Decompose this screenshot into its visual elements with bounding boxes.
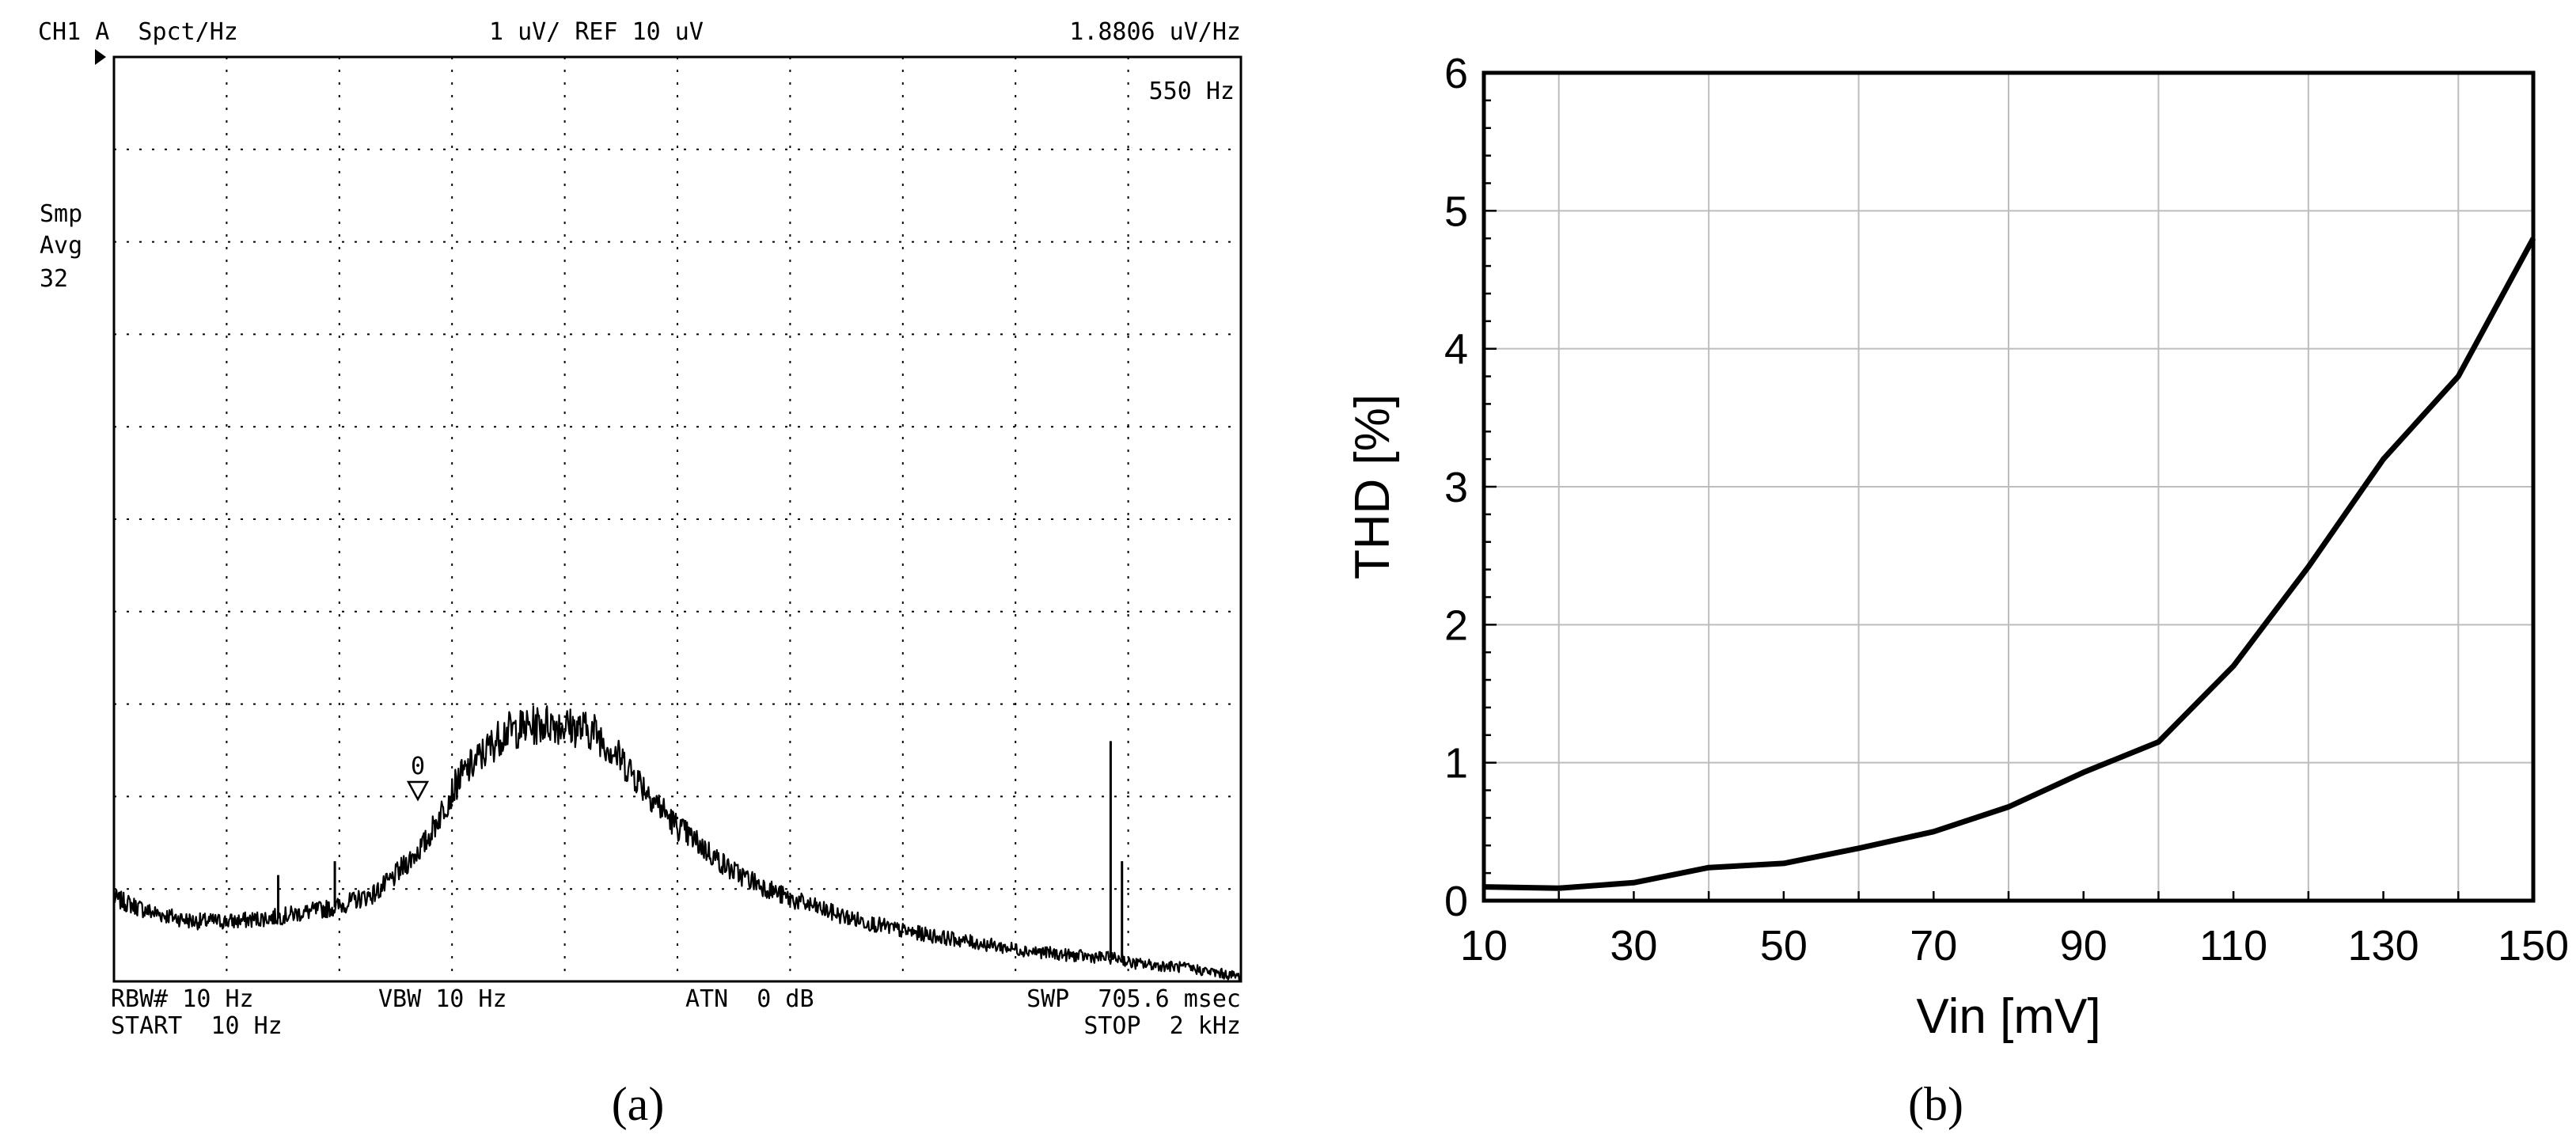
thd-x-tick-label: 110 [2199,922,2267,970]
thd-data-point [1632,881,1636,885]
thd-data-point [2007,805,2010,809]
thd-x-tick-label: 130 [2348,922,2419,970]
header-right: 1.8806 uV/Hz [1069,18,1241,46]
header-center: 1 uV/ REF 10 uV [489,18,704,46]
thd-grid [1484,73,2533,901]
thd-y-tick-label: 6 [1444,50,1468,97]
thd-x-tick-label: 70 [1910,922,1957,970]
side-label-count: 32 [40,265,68,293]
footer-vbw: VBW 10 Hz [378,985,507,1013]
footer-swp: SWP 705.6 msec [1026,985,1241,1013]
footer-start: START 10 Hz [111,1012,283,1040]
thd-y-tick-label: 1 [1444,740,1468,787]
thd-y-tick-label: 0 [1444,878,1468,925]
thd-data-point [1781,861,1785,865]
marker-triangle-icon [406,780,430,802]
thd-x-axis-label: Vin [mV] [1916,989,2100,1044]
spectrum-trace [112,705,1242,982]
panel-b-thd-chart: 10 30 50 70 90 110 130 150 0 1 2 3 4 5 6 Vin [mV] THD… [1345,50,2569,1130]
thd-x-tick-label: 30 [1610,922,1657,970]
thd-data-point [2456,374,2460,378]
side-label-avg: Avg [40,232,82,260]
thd-data-point [2081,770,2085,774]
thd-data-point [2232,664,2236,668]
side-label-smp: Smp [40,200,82,228]
footer-atn: ATN 0 dB [685,985,814,1013]
footer-rbw: RBW# 10 Hz [111,985,254,1013]
thd-data-point [1932,829,1936,833]
thd-data-point [1557,886,1561,890]
thd-y-tick-labels: 0 1 2 3 4 5 6 [1444,50,1468,925]
thd-data-point [2381,457,2385,461]
thd-data-point [2532,237,2535,241]
thd-y-tick-label: 4 [1444,326,1468,374]
thd-x-tick-label: 10 [1460,922,1508,970]
thd-data-point [1857,846,1861,850]
panel-a-spectrum: CH1 A Spct/Hz 1 uV/ REF 10 uV 1.8806 uV/… [38,18,1242,1130]
marker: 0 [406,753,430,802]
thd-data-point [1707,866,1711,870]
thd-minor-ticks [1482,71,2535,902]
thd-data-points [1482,237,2535,890]
marker-label: 0 [411,753,425,780]
spectrum-spikes [277,722,1124,958]
thd-y-tick-label: 2 [1444,601,1468,649]
thd-y-tick-label: 5 [1444,188,1468,235]
thd-y-tick-label: 3 [1444,464,1468,511]
marker-frequency: 550 Hz [1149,78,1235,105]
thd-x-tick-label: 50 [1760,922,1808,970]
thd-x-tick-label: 150 [2498,922,2569,970]
spectrum-grid [114,57,1241,981]
reference-arrow-icon [95,49,106,65]
thd-x-tick-labels: 10 30 50 70 90 110 130 150 [1460,922,2569,970]
header-left: CH1 A Spct/Hz [38,18,238,46]
caption-a: (a) [612,1078,665,1130]
footer-stop: STOP 2 kHz [1083,1012,1241,1040]
thd-data-point [1482,885,1485,889]
thd-x-tick-label: 90 [2060,922,2107,970]
caption-b: (b) [1908,1078,1963,1130]
thd-data-point [2306,565,2310,569]
thd-data-point [2157,740,2161,744]
thd-y-axis-label: THD [%] [1345,394,1400,579]
